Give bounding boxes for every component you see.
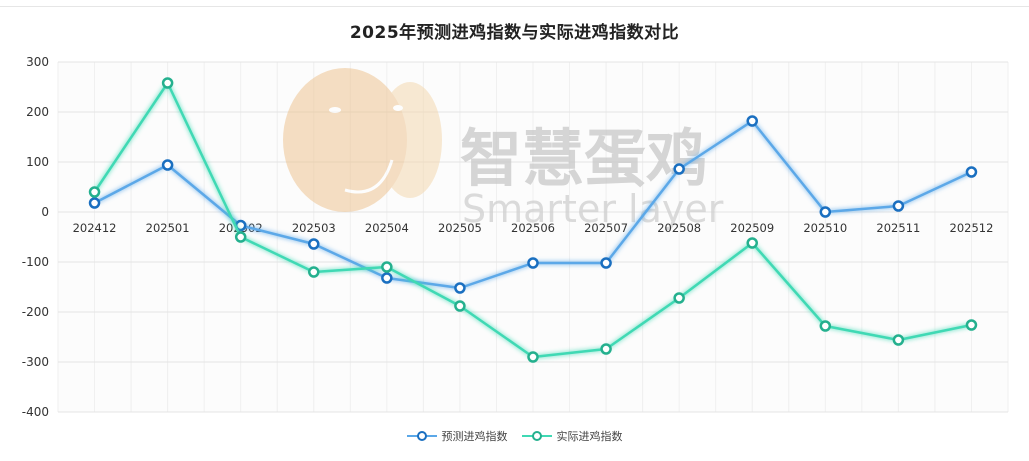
- data-point[interactable]: [746, 115, 758, 127]
- data-point[interactable]: [965, 166, 978, 178]
- x-axis: 2024122025012025022025032025042025052025…: [73, 221, 994, 235]
- watermark-text-cn: 智慧蛋鸡: [460, 122, 708, 195]
- svg-text:-200: -200: [22, 305, 49, 319]
- svg-text:300: 300: [26, 55, 49, 69]
- svg-text:202507: 202507: [584, 221, 628, 235]
- svg-text:100: 100: [26, 155, 49, 169]
- data-point[interactable]: [673, 292, 685, 304]
- data-point[interactable]: [308, 266, 320, 278]
- svg-text:202412: 202412: [73, 221, 117, 235]
- series-forecast: [88, 115, 978, 294]
- data-point[interactable]: [454, 300, 466, 312]
- data-point[interactable]: [527, 257, 539, 269]
- data-point[interactable]: [161, 77, 174, 89]
- data-point[interactable]: [892, 334, 905, 346]
- svg-text:202509: 202509: [730, 221, 774, 235]
- svg-text:202512: 202512: [950, 221, 994, 235]
- svg-text:202511: 202511: [876, 221, 920, 235]
- svg-text:-300: -300: [22, 355, 49, 369]
- chart-title: 2025年预测进鸡指数与实际进鸡指数对比: [349, 23, 680, 43]
- chart-legend: 预测进鸡指数 实际进鸡指数: [0, 428, 1029, 444]
- legend-label: 实际进鸡指数: [556, 430, 623, 443]
- data-point[interactable]: [308, 238, 320, 250]
- data-point[interactable]: [819, 320, 832, 332]
- data-point[interactable]: [454, 282, 466, 294]
- data-point[interactable]: [234, 231, 247, 243]
- data-point[interactable]: [892, 200, 905, 212]
- y-axis: 300 200 100 0 -100 -200 -300 -400: [22, 55, 49, 419]
- watermark-text-en: Smarter layer: [462, 187, 724, 231]
- data-point[interactable]: [88, 197, 101, 209]
- svg-text:202503: 202503: [292, 221, 336, 235]
- svg-text:202510: 202510: [803, 221, 847, 235]
- legend-item-forecast[interactable]: 预测进鸡指数: [406, 428, 508, 444]
- svg-text:202501: 202501: [146, 221, 190, 235]
- svg-text:202504: 202504: [365, 221, 409, 235]
- svg-text:0: 0: [41, 205, 49, 219]
- top-divider: [0, 6, 1029, 7]
- data-point[interactable]: [381, 272, 393, 284]
- data-point[interactable]: [600, 343, 612, 355]
- svg-text:202506: 202506: [511, 221, 555, 235]
- legend-line-marker-icon: [406, 430, 437, 442]
- legend-label: 预测进鸡指数: [441, 430, 508, 443]
- svg-text:200: 200: [26, 105, 49, 119]
- data-point[interactable]: [88, 186, 101, 198]
- data-point[interactable]: [600, 257, 612, 269]
- data-point[interactable]: [819, 206, 832, 218]
- svg-text:-100: -100: [22, 255, 49, 269]
- data-point[interactable]: [673, 163, 685, 175]
- legend-item-actual[interactable]: 实际进鸡指数: [521, 428, 623, 444]
- data-point[interactable]: [527, 351, 539, 363]
- svg-text:202508: 202508: [657, 221, 701, 235]
- series-actual: [88, 77, 978, 363]
- data-point[interactable]: [161, 159, 174, 171]
- svg-text:202505: 202505: [438, 221, 482, 235]
- data-point[interactable]: [746, 237, 758, 249]
- svg-text:-400: -400: [22, 405, 49, 419]
- data-point[interactable]: [965, 319, 978, 331]
- data-point[interactable]: [381, 261, 393, 273]
- watermark-logo: [283, 68, 442, 212]
- legend-line-marker-icon: [521, 430, 552, 442]
